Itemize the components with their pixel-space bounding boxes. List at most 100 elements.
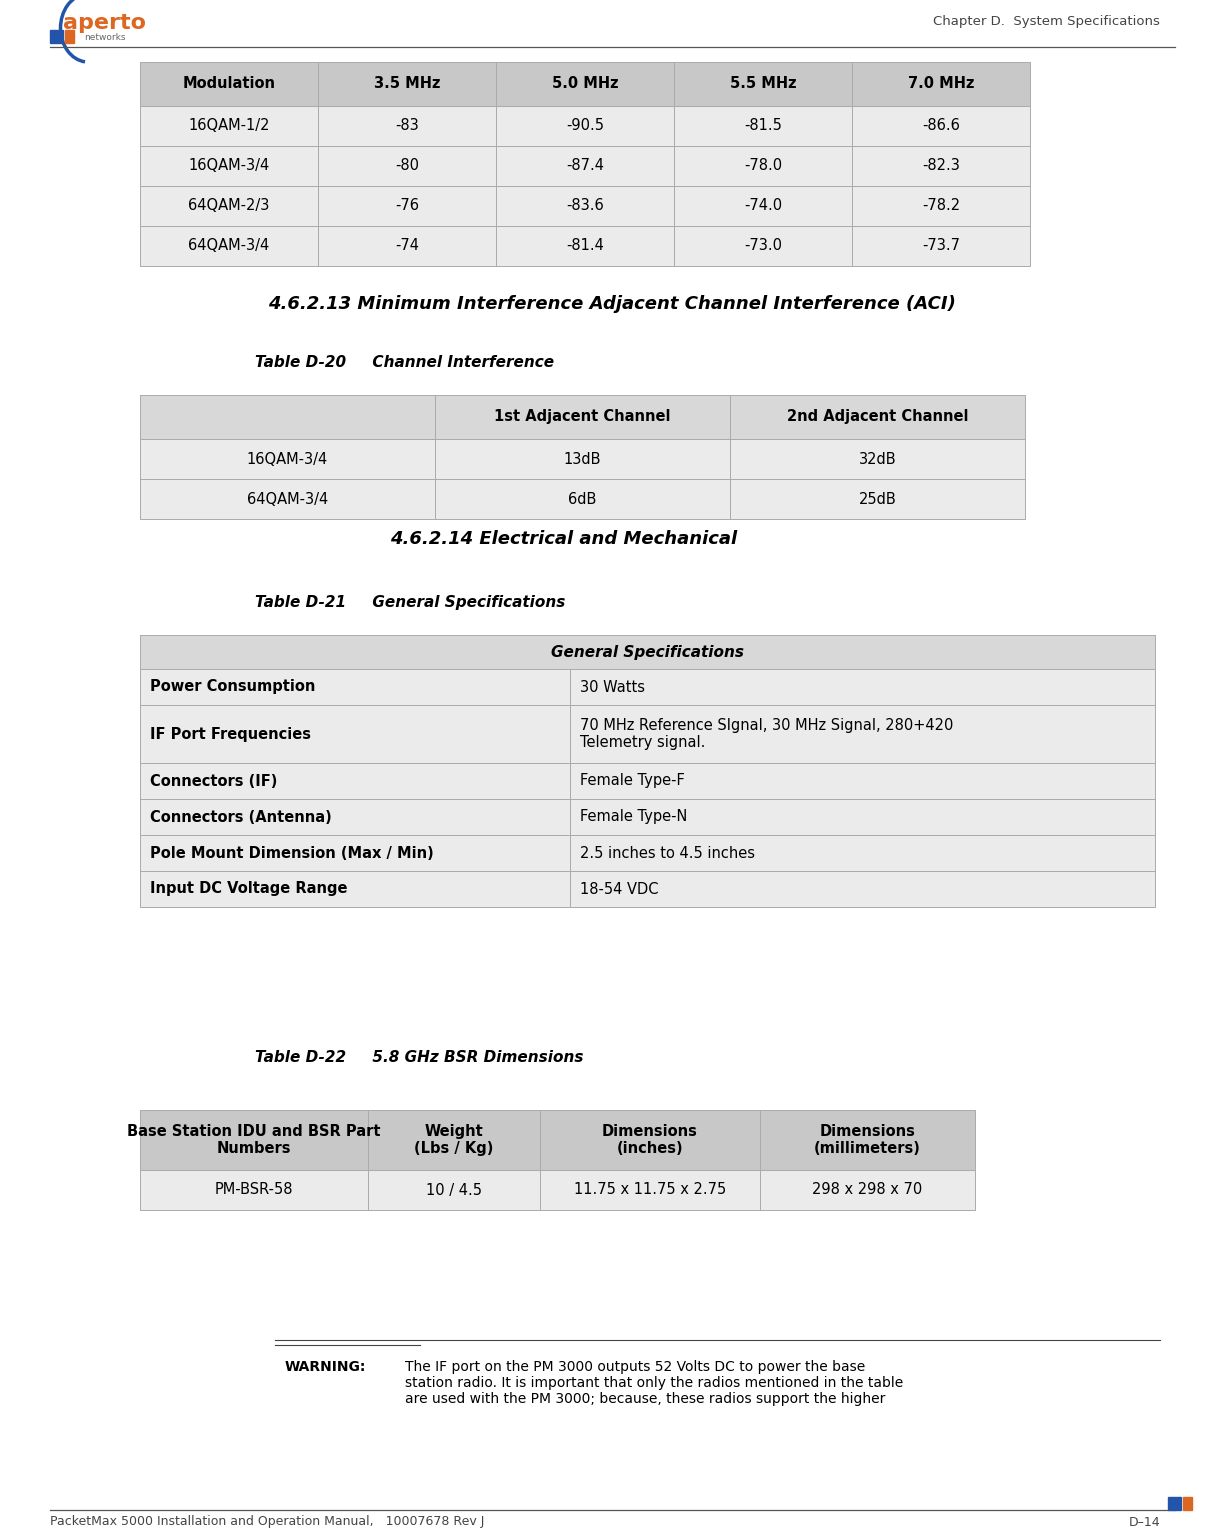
Text: The IF port on the PM 3000 outputs 52 Volts DC to power the base
station radio. : The IF port on the PM 3000 outputs 52 Vo… (405, 1360, 903, 1406)
Bar (730, 479, 1024, 519)
Text: 10 / 4.5: 10 / 4.5 (426, 1182, 482, 1197)
Bar (760, 1110, 976, 1170)
Text: -81.5: -81.5 (744, 118, 782, 134)
Text: -81.4: -81.4 (565, 238, 603, 253)
Text: 4.6.2.13 Minimum Interference Adjacent Channel Interference (ACI): 4.6.2.13 Minimum Interference Adjacent C… (268, 295, 956, 313)
Text: Pole Mount Dimension (Max / Min): Pole Mount Dimension (Max / Min) (151, 846, 433, 861)
Bar (852, 186, 1031, 226)
Bar (140, 394, 435, 439)
Bar (318, 61, 496, 106)
Bar (140, 800, 570, 835)
Text: 64QAM-2/3: 64QAM-2/3 (188, 198, 269, 213)
Text: Weight
(Lbs / Kg): Weight (Lbs / Kg) (414, 1124, 493, 1156)
Bar (674, 61, 852, 106)
Text: Connectors (IF): Connectors (IF) (151, 774, 278, 789)
Bar (140, 61, 318, 106)
Text: 3.5 MHz: 3.5 MHz (373, 77, 441, 92)
Bar (496, 226, 674, 266)
Text: 18-54 VDC: 18-54 VDC (580, 881, 659, 896)
Bar (140, 635, 1155, 669)
Text: -83: -83 (395, 118, 419, 134)
Text: -78.0: -78.0 (744, 158, 782, 173)
Text: 5.5 MHz: 5.5 MHz (730, 77, 797, 92)
Bar (435, 479, 730, 519)
Text: 30 Watts: 30 Watts (580, 680, 645, 694)
Text: networks: networks (84, 34, 126, 43)
Bar (435, 439, 730, 479)
Bar (570, 705, 1155, 763)
Text: 6dB: 6dB (568, 491, 596, 507)
Text: -78.2: -78.2 (922, 198, 960, 213)
Text: 64QAM-3/4: 64QAM-3/4 (247, 491, 328, 507)
Bar (140, 146, 318, 186)
Text: -86.6: -86.6 (922, 118, 960, 134)
Text: -74: -74 (395, 238, 419, 253)
Text: 13dB: 13dB (564, 451, 601, 467)
Bar (140, 479, 435, 519)
Text: Table D-22     5.8 GHz BSR Dimensions: Table D-22 5.8 GHz BSR Dimensions (255, 1050, 584, 1065)
Text: WARNING:: WARNING: (285, 1360, 366, 1374)
Bar (496, 61, 674, 106)
Bar (1168, 1497, 1181, 1510)
Text: 16QAM-3/4: 16QAM-3/4 (188, 158, 269, 173)
Text: -76: -76 (395, 198, 419, 213)
Bar (140, 186, 318, 226)
Bar (570, 800, 1155, 835)
Text: 25dB: 25dB (858, 491, 896, 507)
Text: 5.0 MHz: 5.0 MHz (552, 77, 618, 92)
Text: Table D-20     Channel Interference: Table D-20 Channel Interference (255, 355, 554, 370)
Text: Power Consumption: Power Consumption (151, 680, 316, 694)
Bar (852, 226, 1031, 266)
Bar (1184, 1497, 1192, 1510)
Text: -82.3: -82.3 (922, 158, 960, 173)
Text: 11.75 x 11.75 x 2.75: 11.75 x 11.75 x 2.75 (574, 1182, 726, 1197)
Bar (140, 439, 435, 479)
Text: Dimensions
(inches): Dimensions (inches) (602, 1124, 698, 1156)
Text: Modulation: Modulation (182, 77, 275, 92)
Bar (570, 669, 1155, 705)
Bar (570, 763, 1155, 800)
Text: PM-BSR-58: PM-BSR-58 (214, 1182, 294, 1197)
Text: 32dB: 32dB (859, 451, 896, 467)
Text: Table D-21     General Specifications: Table D-21 General Specifications (255, 596, 565, 609)
Bar (140, 669, 570, 705)
Text: -87.4: -87.4 (565, 158, 603, 173)
Text: 70 MHz Reference SIgnal, 30 MHz Signal, 280+420
Telemetry signal.: 70 MHz Reference SIgnal, 30 MHz Signal, … (580, 718, 953, 751)
Text: 64QAM-3/4: 64QAM-3/4 (188, 238, 269, 253)
Text: 7.0 MHz: 7.0 MHz (908, 77, 974, 92)
Bar (140, 705, 570, 763)
Bar (368, 1110, 540, 1170)
Bar (540, 1170, 760, 1210)
Bar (140, 763, 570, 800)
Bar (318, 106, 496, 146)
Bar (852, 106, 1031, 146)
Text: 2.5 inches to 4.5 inches: 2.5 inches to 4.5 inches (580, 846, 755, 861)
Bar (435, 394, 730, 439)
Bar (140, 1170, 368, 1210)
Text: -73.0: -73.0 (744, 238, 782, 253)
Text: Input DC Voltage Range: Input DC Voltage Range (151, 881, 348, 896)
Bar (570, 870, 1155, 907)
Text: 16QAM-3/4: 16QAM-3/4 (247, 451, 328, 467)
Text: D–14: D–14 (1129, 1515, 1160, 1529)
Bar (674, 106, 852, 146)
Text: Dimensions
(millimeters): Dimensions (millimeters) (814, 1124, 920, 1156)
Bar (65, 31, 73, 43)
Bar (496, 186, 674, 226)
Bar (570, 835, 1155, 870)
Bar (50, 31, 62, 43)
Bar (674, 226, 852, 266)
Bar (140, 106, 318, 146)
Bar (760, 1170, 976, 1210)
Text: 298 x 298 x 70: 298 x 298 x 70 (813, 1182, 923, 1197)
Text: aperto: aperto (64, 12, 147, 32)
Text: -90.5: -90.5 (565, 118, 603, 134)
Bar (496, 146, 674, 186)
Text: Base Station IDU and BSR Part
Numbers: Base Station IDU and BSR Part Numbers (127, 1124, 381, 1156)
Text: 16QAM-1/2: 16QAM-1/2 (188, 118, 269, 134)
Bar (140, 870, 570, 907)
Bar (674, 186, 852, 226)
Text: Female Type-N: Female Type-N (580, 809, 688, 824)
Text: 1st Adjacent Channel: 1st Adjacent Channel (494, 410, 671, 425)
Text: General Specifications: General Specifications (551, 645, 744, 660)
